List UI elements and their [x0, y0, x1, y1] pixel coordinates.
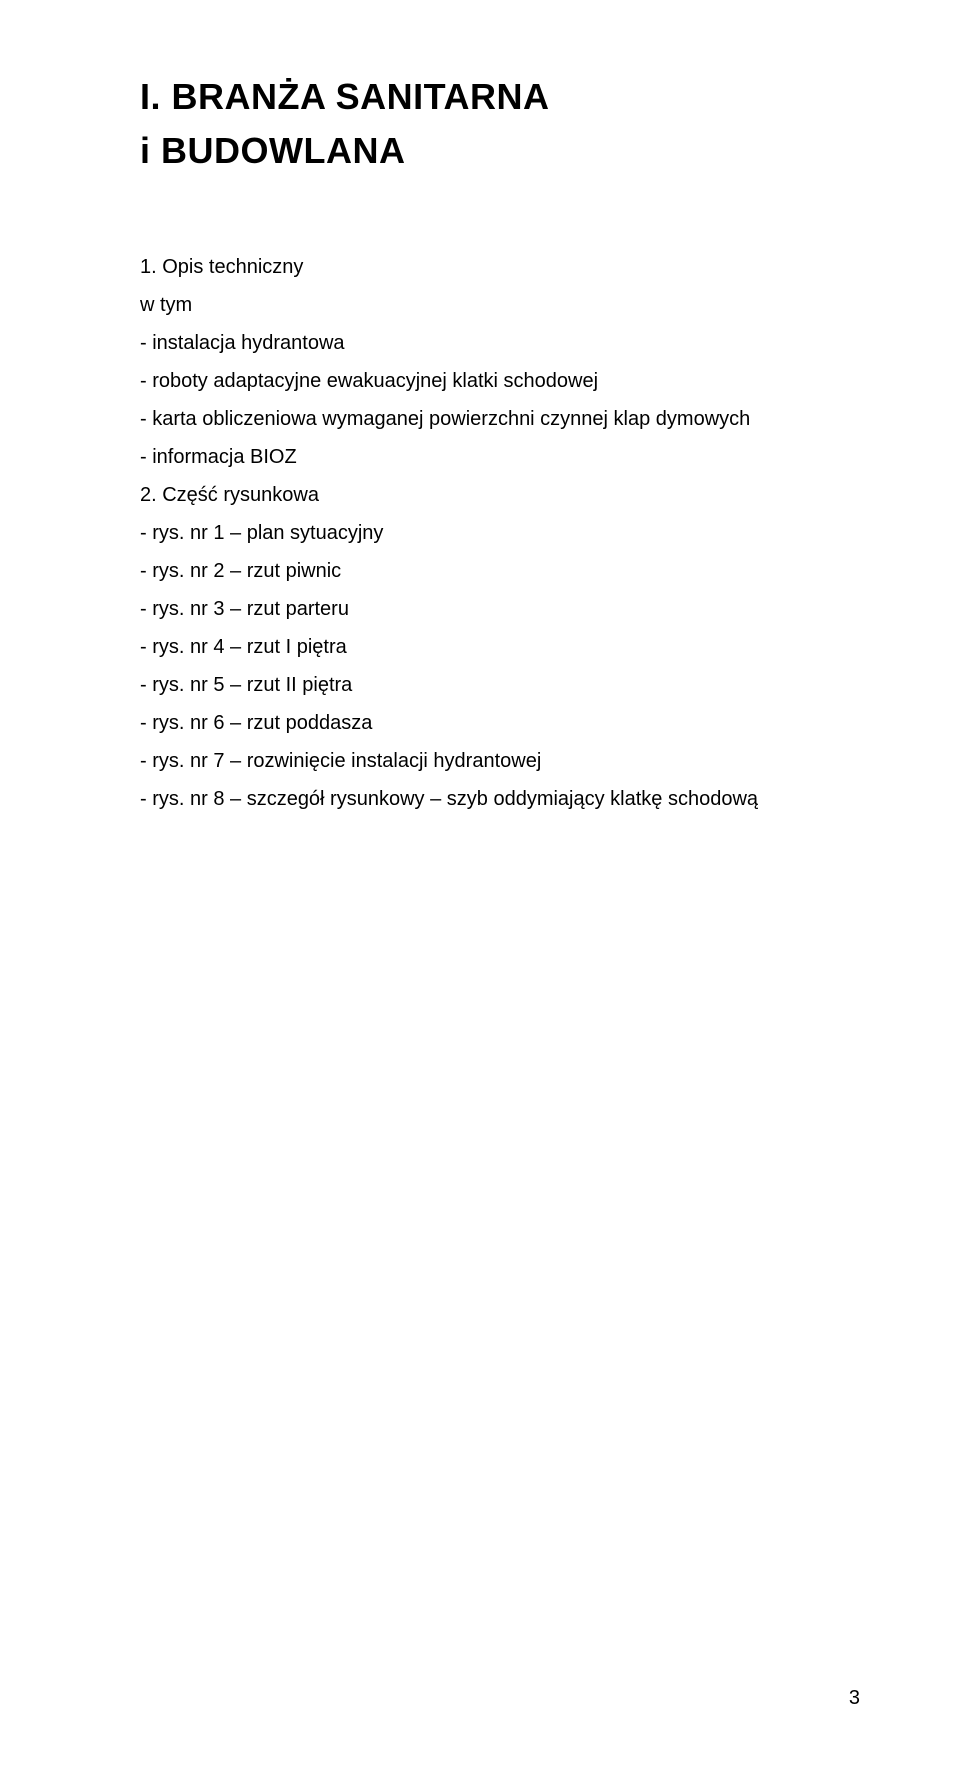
list-item: - instalacja hydrantowa [140, 324, 860, 362]
title-block: I. BRANŻA SANITARNA i BUDOWLANA [140, 70, 860, 178]
section-2-heading: 2. Część rysunkowa [140, 476, 860, 514]
title-line-2: i BUDOWLANA [140, 124, 860, 178]
section-1-subheading: w tym [140, 286, 860, 324]
section-2: 2. Część rysunkowa - rys. nr 1 – plan sy… [140, 476, 860, 818]
list-item: - rys. nr 6 – rzut poddasza [140, 704, 860, 742]
list-item: - rys. nr 3 – rzut parteru [140, 590, 860, 628]
list-item: - rys. nr 7 – rozwinięcie instalacji hyd… [140, 742, 860, 780]
list-item: - rys. nr 1 – plan sytuacyjny [140, 514, 860, 552]
title-line-1: I. BRANŻA SANITARNA [140, 70, 860, 124]
list-item: - rys. nr 8 – szczegół rysunkowy – szyb … [140, 780, 860, 818]
list-item: - informacja BIOZ [140, 438, 860, 476]
page-number: 3 [849, 1687, 860, 1710]
list-item: - rys. nr 4 – rzut I piętra [140, 628, 860, 666]
section-1: 1. Opis techniczny w tym - instalacja hy… [140, 248, 860, 476]
document-page: I. BRANŻA SANITARNA i BUDOWLANA 1. Opis … [0, 0, 960, 1770]
list-item: - karta obliczeniowa wymaganej powierzch… [140, 400, 860, 438]
list-item: - rys. nr 5 – rzut II piętra [140, 666, 860, 704]
list-item: - rys. nr 2 – rzut piwnic [140, 552, 860, 590]
list-item: - roboty adaptacyjne ewakuacyjnej klatki… [140, 362, 860, 400]
section-1-heading: 1. Opis techniczny [140, 248, 860, 286]
